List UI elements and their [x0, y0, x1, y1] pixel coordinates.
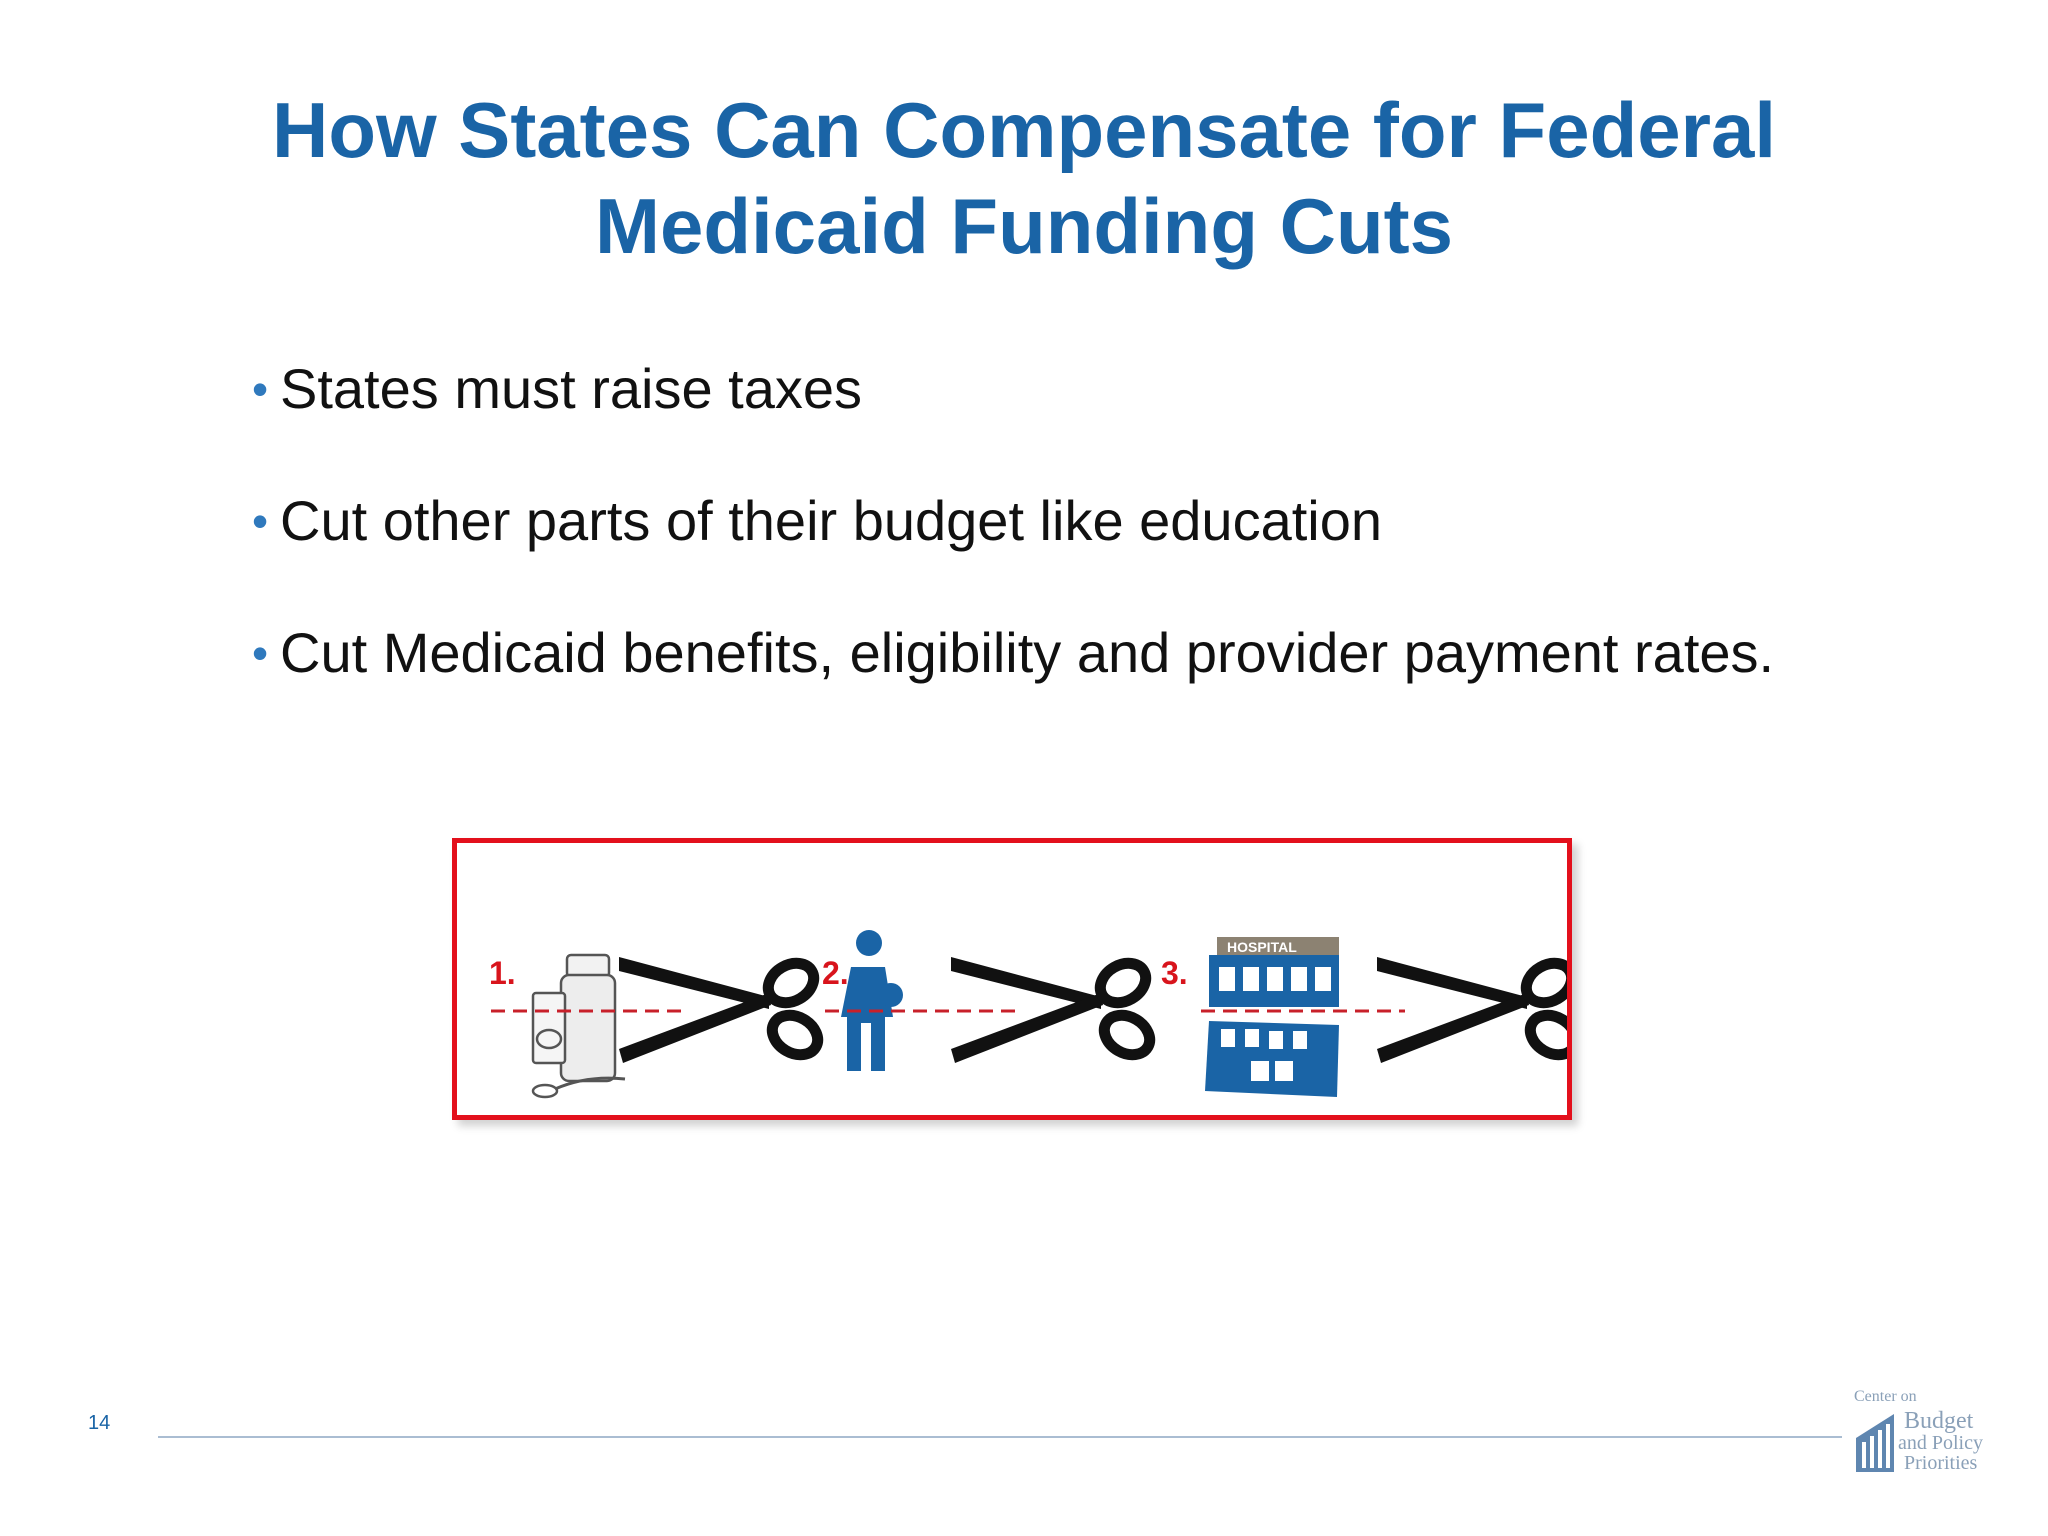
logo-line-2: Budget — [1904, 1408, 1974, 1434]
logo-line-3: and Policy — [1898, 1432, 1983, 1454]
medicine-bottle-icon — [531, 953, 626, 1099]
bullet-text: Cut other parts of their budget like edu… — [280, 489, 1383, 552]
bullet-icon: • — [252, 627, 269, 679]
bullet-text: States must raise taxes — [280, 357, 863, 420]
title-line-2: Medicaid Funding Cuts — [595, 182, 1453, 270]
bullet-list: • States must raise taxes • Cut other pa… — [252, 355, 1774, 751]
bullet-text: Cut Medicaid benefits, eligibility and p… — [280, 621, 1775, 684]
cuts-illustration-svg: HOSPITAL — [491, 930, 1567, 1099]
bullet-item: • States must raise taxes — [252, 355, 1774, 487]
scissors-icon — [951, 955, 1157, 1063]
figure-item-number: 3. — [1161, 955, 1188, 991]
slide-title: How States Can Compensate for Federal Me… — [0, 82, 2048, 274]
scissors-icon — [619, 955, 825, 1063]
logo-building-icon — [1856, 1414, 1894, 1472]
page-number: 14 — [88, 1412, 111, 1434]
figure-item-number: 1. — [489, 955, 516, 991]
hospital-sign-text: HOSPITAL — [1227, 939, 1297, 955]
cbpp-logo: Center on Budget and Policy Priorities — [1854, 1388, 2004, 1478]
cuts-illustration: HOSPITAL 1. 2. 3. — [452, 838, 1572, 1120]
logo-line-1: Center on — [1854, 1388, 1917, 1405]
logo-line-4: Priorities — [1904, 1452, 1978, 1474]
footer-divider — [158, 1436, 1842, 1438]
figure-item-number: 2. — [822, 955, 849, 991]
scissors-icon — [1377, 955, 1567, 1063]
bullet-icon: • — [252, 495, 269, 547]
bullet-icon: • — [252, 363, 269, 415]
person-icon — [841, 930, 903, 1071]
bullet-item: • Cut other parts of their budget like e… — [252, 487, 1774, 619]
hospital-icon: HOSPITAL — [1205, 937, 1339, 1097]
bullet-item: • Cut Medicaid benefits, eligibility and… — [252, 619, 1774, 751]
title-line-1: How States Can Compensate for Federal — [271, 86, 1776, 174]
